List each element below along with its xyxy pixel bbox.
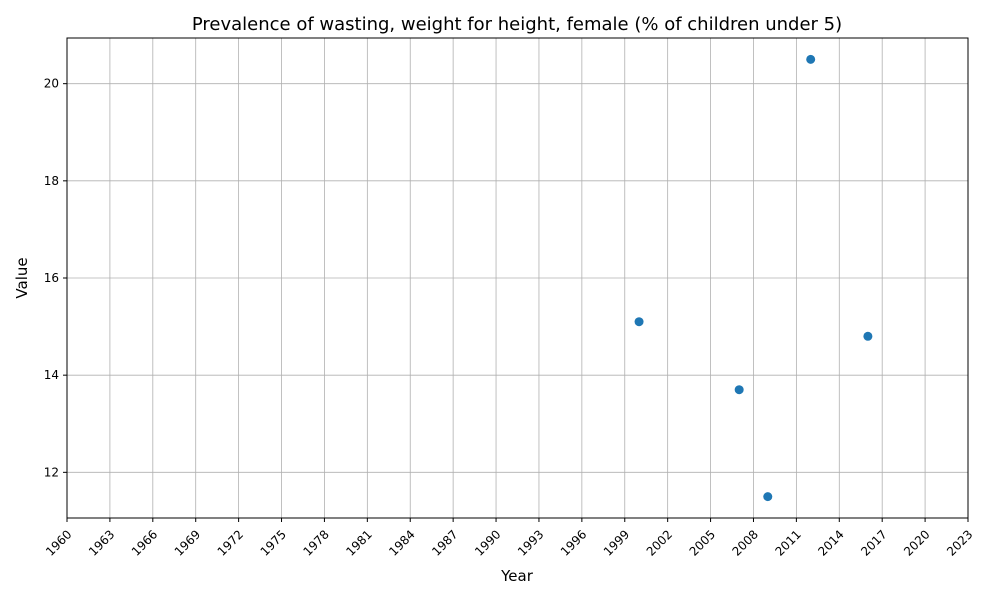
x-tick-label: 1987 (429, 527, 460, 558)
x-tick-label: 2002 (644, 527, 675, 558)
y-tick-label: 16 (44, 271, 59, 285)
data-point (763, 492, 773, 502)
x-tick-label: 1969 (172, 527, 203, 558)
grid-lines (66, 38, 969, 518)
y-axis-label: Value (13, 257, 31, 298)
x-tick-label: 1966 (129, 527, 160, 558)
data-point (863, 331, 873, 341)
x-tick-label: 2005 (687, 527, 718, 558)
x-tick-label: 1975 (258, 527, 289, 558)
x-axis-ticks: 1960 1963 1966 1969 1972 1975 1978 1981 1984 1987… (43, 518, 976, 559)
x-tick-label: 1972 (215, 527, 246, 558)
x-tick-label: 1993 (515, 527, 546, 558)
data-point (806, 54, 816, 64)
x-axis-label: Year (500, 567, 534, 585)
data-point (734, 385, 744, 395)
data-points (634, 54, 873, 502)
x-tick-label: 1981 (343, 527, 374, 558)
x-tick-label: 2020 (901, 527, 932, 558)
x-tick-label: 1963 (86, 527, 117, 558)
x-tick-label: 2014 (815, 527, 846, 558)
data-point (634, 317, 644, 327)
y-tick-label: 12 (44, 465, 59, 479)
x-tick-label: 1999 (601, 527, 632, 558)
x-tick-label: 1978 (300, 527, 331, 558)
y-axis-ticks: 12 14 16 18 20 (44, 77, 67, 479)
y-tick-label: 18 (44, 174, 59, 188)
y-tick-label: 20 (44, 77, 59, 91)
x-tick-label: 2017 (858, 527, 889, 558)
y-tick-label: 14 (44, 368, 59, 382)
chart-title: Prevalence of wasting, weight for height… (192, 14, 842, 35)
x-tick-label: 1990 (472, 527, 503, 558)
x-tick-label: 2008 (730, 527, 761, 558)
x-tick-label: 2023 (944, 527, 975, 558)
x-tick-label: 1960 (43, 527, 74, 558)
x-tick-label: 1984 (386, 527, 417, 558)
x-tick-label: 2011 (772, 527, 803, 558)
x-tick-label: 1996 (558, 527, 589, 558)
